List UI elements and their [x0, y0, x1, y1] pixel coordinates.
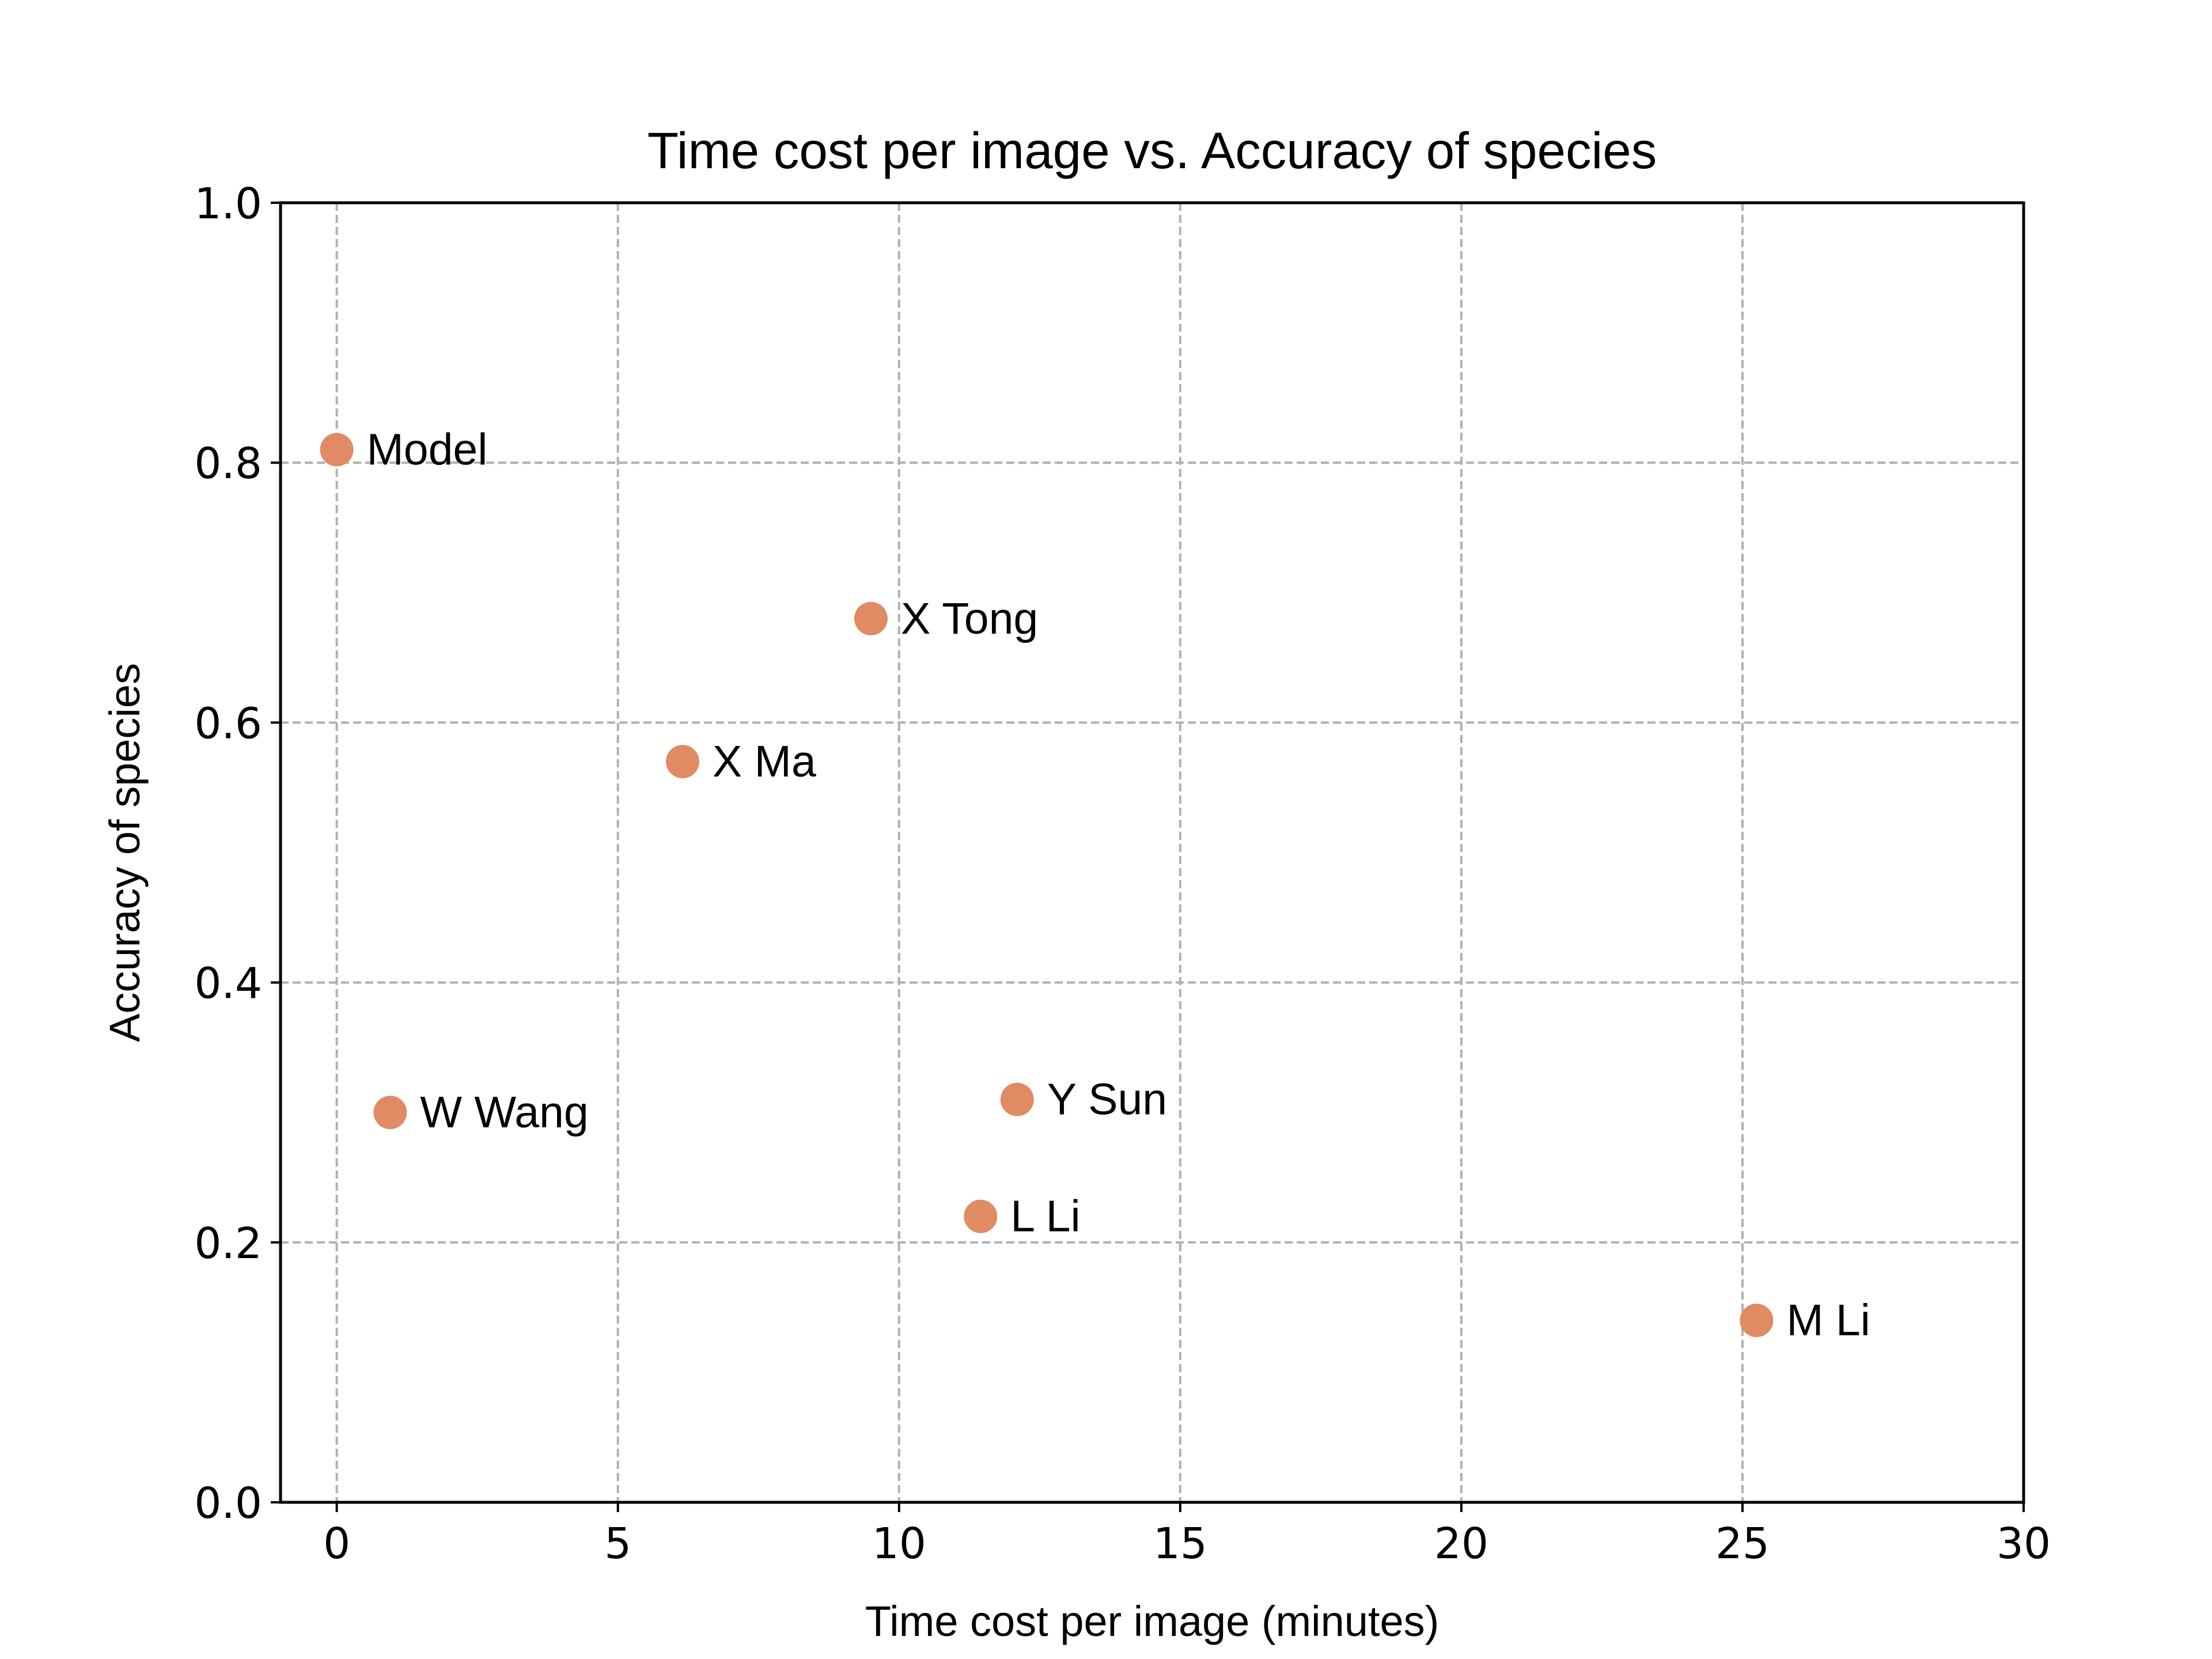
data-point-label: Model — [367, 425, 488, 475]
y-tick-label: 0.6 — [194, 699, 262, 748]
data-point — [1740, 1304, 1774, 1338]
x-tick-label: 15 — [1153, 1519, 1207, 1569]
data-point-label: Y Sun — [1047, 1075, 1167, 1124]
data-point — [964, 1199, 998, 1233]
data-point-label: X Ma — [713, 737, 816, 786]
data-point-label: L Li — [1010, 1192, 1080, 1241]
data-point-label: W Wang — [420, 1088, 588, 1137]
y-tick-label: 0.2 — [194, 1219, 262, 1268]
data-point — [373, 1096, 407, 1130]
y-axis-label: Accuracy of species — [101, 663, 149, 1042]
y-tick-label: 0.0 — [194, 1479, 262, 1528]
data-points: Model X Tong X Ma W Wang Y Sun L Li M Li — [320, 425, 1870, 1345]
chart-title: Time cost per image vs. Accuracy of spec… — [647, 122, 1657, 179]
y-tick-label: 1.0 — [194, 179, 262, 229]
x-tick-label: 5 — [604, 1519, 631, 1569]
data-point — [320, 433, 354, 467]
plot-frame — [279, 201, 2025, 1504]
x-tick-label: 30 — [1997, 1519, 2051, 1569]
axis-ticks: 0 5 10 15 20 25 30 0.0 0.2 0.4 0.6 0.8 1.0 — [194, 179, 2051, 1569]
data-point — [1000, 1082, 1034, 1116]
data-point-label: M Li — [1786, 1296, 1870, 1345]
y-tick-label: 0.8 — [194, 439, 262, 488]
x-tick-label: 20 — [1434, 1519, 1488, 1569]
data-point — [665, 745, 699, 779]
x-axis-label: Time cost per image (minutes) — [865, 1597, 1440, 1645]
data-point — [854, 601, 888, 635]
x-tick-label: 10 — [872, 1519, 926, 1569]
x-tick-label: 25 — [1715, 1519, 1770, 1569]
y-tick-label: 0.4 — [194, 959, 262, 1009]
x-tick-label: 0 — [323, 1519, 350, 1569]
data-point-label: X Tong — [901, 594, 1038, 643]
